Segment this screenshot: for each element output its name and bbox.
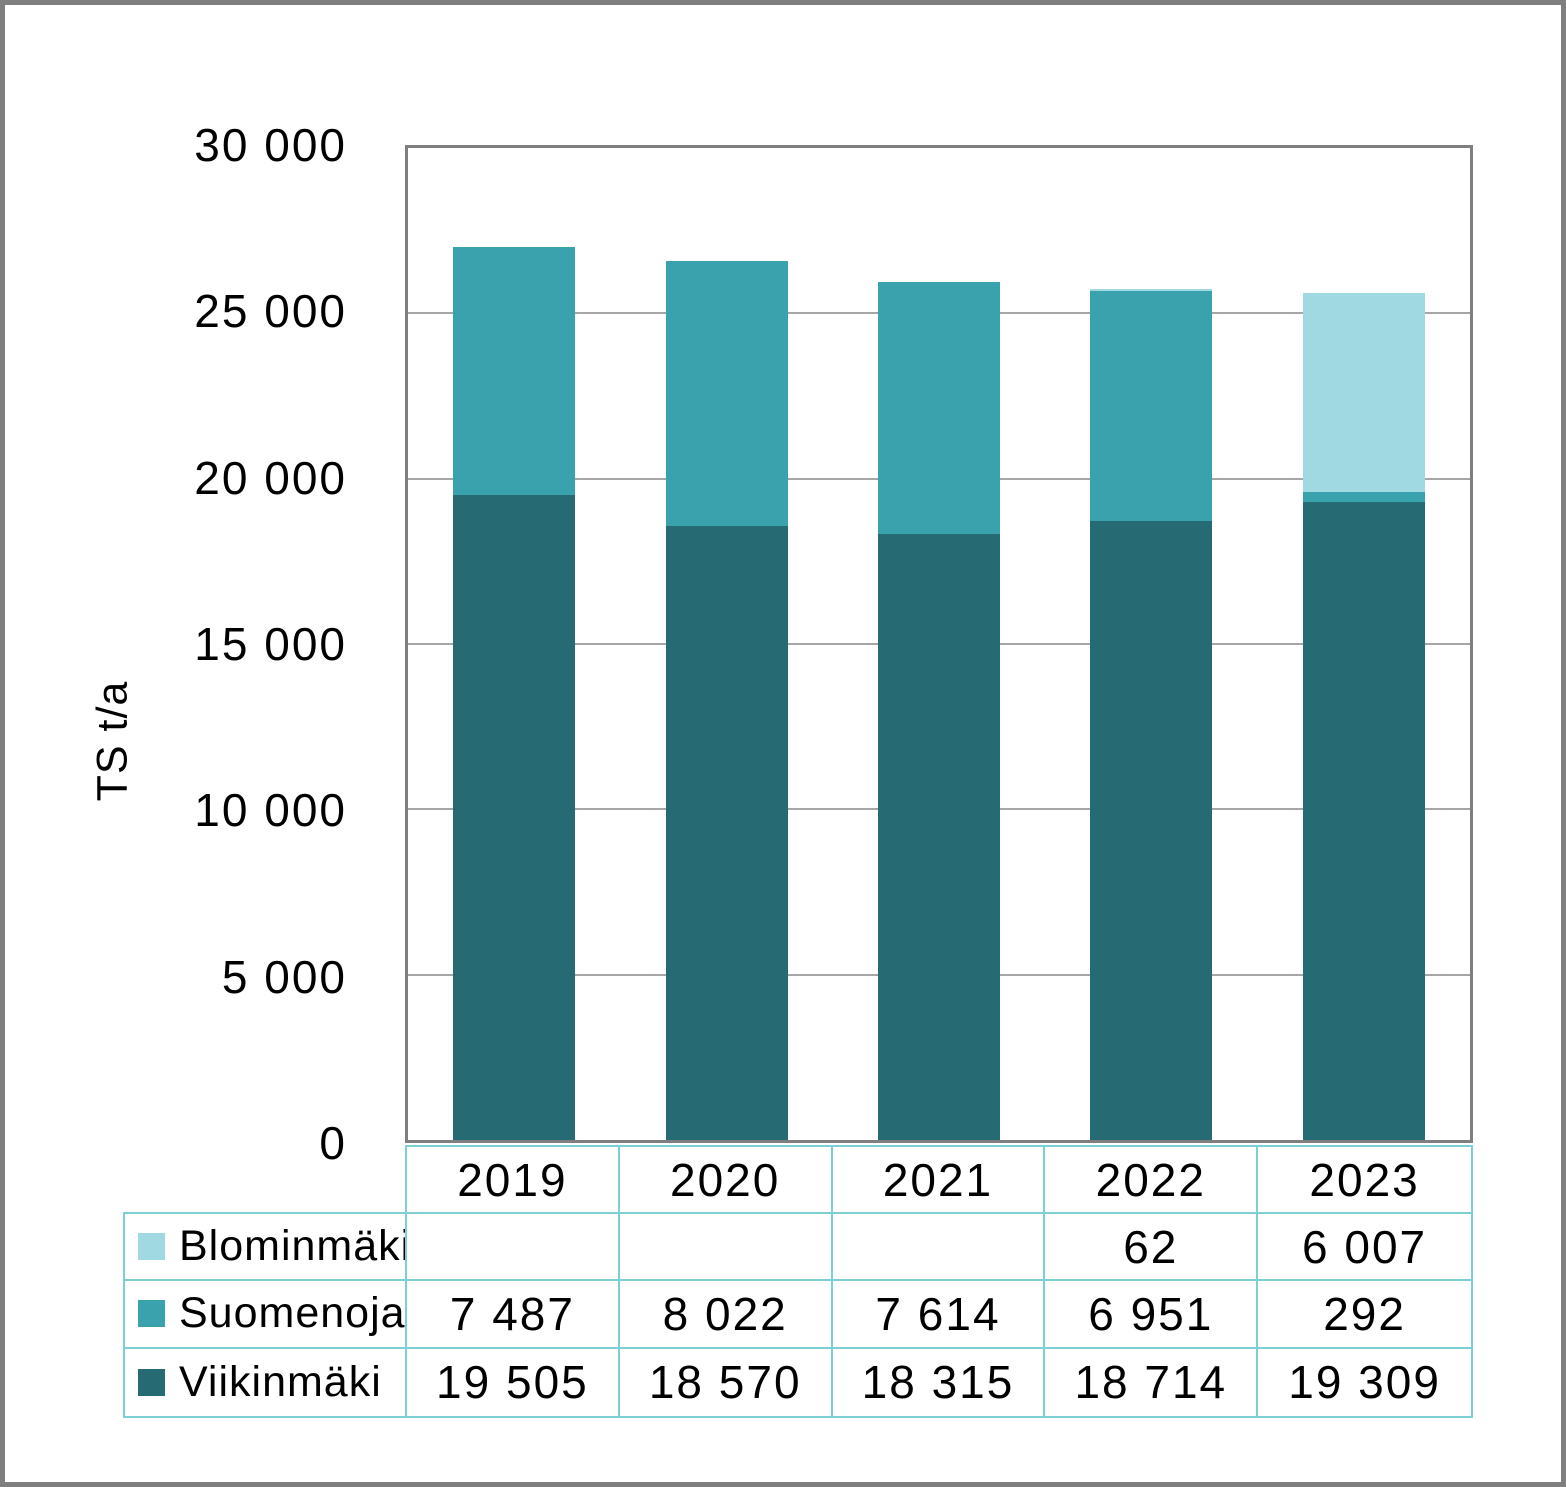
legend-label: Suomenoja [179,1289,406,1338]
year-header-cell: 2020 [619,1147,833,1212]
table-value-cell: 18 570 [619,1348,833,1416]
bar-segment [453,247,576,495]
bar-segment [878,534,1000,1140]
table-value-cell: 8 022 [619,1281,833,1349]
bar-segment [1090,291,1213,521]
bar-stack-2021 [878,282,1000,1140]
bar-segment [878,282,1000,534]
table-value-cell [407,1214,620,1282]
year-header-cell: 2019 [407,1147,620,1212]
table-value-cell: 18 714 [1045,1348,1259,1416]
table-value-cell: 6 007 [1258,1214,1471,1282]
bar-stack-2023 [1302,293,1425,1140]
y-tick-label: 25 000 [194,285,347,338]
table-value-cell: 7 487 [407,1281,620,1349]
bar-segment [453,495,576,1140]
legend-cell-viikinmäki: Viikinmäki [125,1348,407,1416]
table-year-header: 2019 2020 2021 2022 2023 [405,1145,1473,1212]
bar-segment [1302,293,1425,492]
table-value-cell [619,1214,833,1282]
legend-cell-suomenoja: Suomenoja [125,1281,407,1349]
y-tick-label: 20 000 [194,451,347,504]
plot-area [405,145,1473,1143]
table-value-cell: 19 309 [1258,1348,1471,1416]
bar-segment [665,526,788,1140]
y-tick-label: 0 [319,1117,347,1169]
table-value-cell: 6 951 [1045,1281,1259,1349]
table-value-cell: 62 [1045,1214,1259,1282]
table-value-cell: 7 614 [832,1281,1046,1349]
table-value-cell [832,1214,1046,1282]
legend-cell-blominmäki: Blominmäki [125,1214,407,1282]
y-tick-label: 30 000 [194,119,347,171]
table-value-cell: 292 [1258,1281,1471,1349]
y-tick-label: 15 000 [194,618,347,670]
y-tick-label: 10 000 [194,784,347,837]
legend-swatch [138,1300,165,1328]
bar-stack-2022 [1090,289,1213,1140]
bar-segment [1302,502,1425,1140]
bar-stack-2019 [453,247,576,1140]
year-header-cell: 2022 [1045,1147,1259,1212]
table-value-cell: 19 505 [407,1348,620,1416]
legend-swatch [138,1233,165,1261]
bar-stack-2020 [665,261,788,1140]
year-header-cell: 2021 [832,1147,1046,1212]
bar-segment [1090,289,1213,291]
table-body: Blominmäki 62 6 007 Suomenoja 7 487 8 022 7 61… [123,1212,1473,1418]
legend-label: Blominmäki [179,1222,407,1271]
legend-label: Viikinmäki [179,1357,382,1406]
year-header-cell: 2023 [1258,1147,1471,1212]
bar-segment [1302,492,1425,502]
table-value-cell: 18 315 [832,1348,1046,1416]
y-tick-label: 5 000 [221,950,347,1003]
bar-segment [665,261,788,526]
legend-swatch [138,1368,165,1396]
bar-segment [1090,521,1213,1140]
y-axis-ticks: 30 000 25 000 20 000 15 000 10 000 5 000 0 [5,119,361,1169]
